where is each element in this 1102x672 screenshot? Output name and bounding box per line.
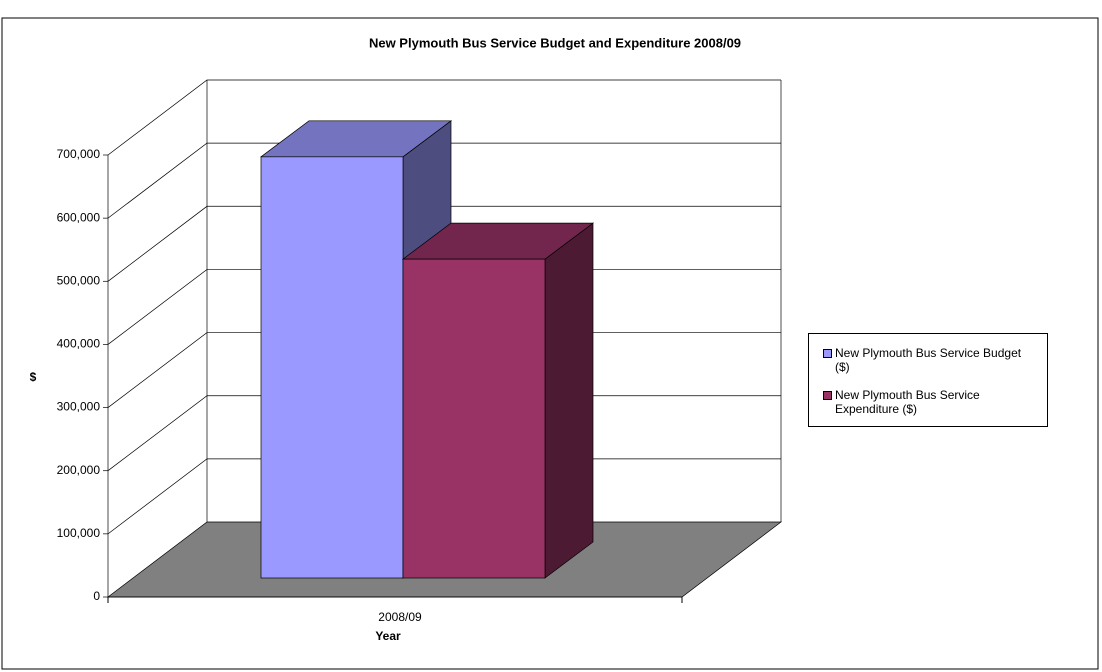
bar — [401, 222, 595, 579]
y-tick-label: 200,000 — [57, 463, 101, 477]
y-tick-label: 300,000 — [57, 400, 101, 414]
legend-label: New Plymouth Bus Service Expenditure ($) — [835, 388, 980, 416]
bar-front — [402, 258, 546, 579]
y-tick-label: 0 — [93, 589, 100, 603]
chart-title: New Plymouth Bus Service Budget and Expe… — [369, 35, 741, 50]
x-tick-label: 2008/09 — [378, 610, 422, 624]
x-axis-label: Year — [375, 629, 401, 643]
legend-item: New Plymouth Bus Service Budget ($) — [823, 346, 1033, 374]
bar-front — [260, 156, 404, 579]
legend-item: New Plymouth Bus Service Expenditure ($) — [823, 388, 1033, 416]
y-axis-label: $ — [30, 370, 37, 384]
y-tick-label: 100,000 — [57, 526, 101, 540]
grid-line — [107, 79, 781, 156]
legend-swatch — [823, 391, 832, 400]
grid-line — [107, 142, 781, 219]
grid-line — [107, 205, 781, 282]
legend: New Plymouth Bus Service Budget ($) New P… — [808, 333, 1048, 427]
bar-side — [544, 222, 594, 579]
legend-label: New Plymouth Bus Service Budget ($) — [835, 346, 1022, 374]
y-tick-label: 600,000 — [57, 210, 101, 224]
legend-swatch — [823, 349, 832, 358]
y-tick-label: 700,000 — [57, 147, 101, 161]
y-tick-label: 500,000 — [57, 273, 101, 287]
y-tick-label: 400,000 — [57, 337, 101, 351]
